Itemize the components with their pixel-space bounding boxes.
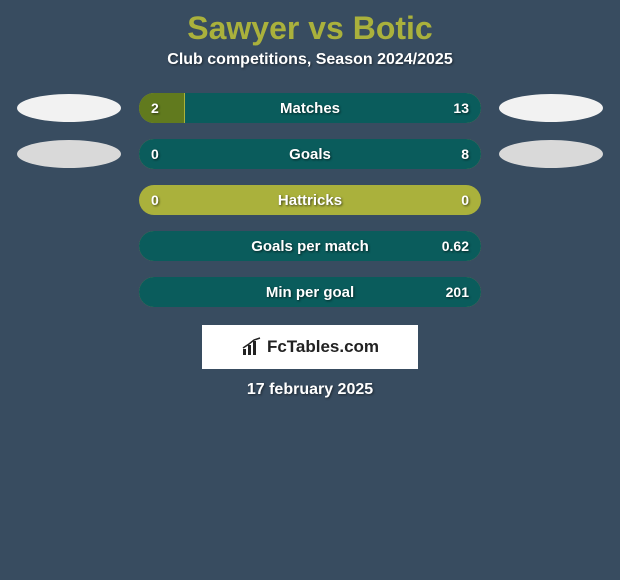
team-badge-right (499, 94, 603, 122)
stat-bar: 0.62Goals per match (139, 231, 481, 261)
rows-container: 213Matches 08Goals 0 0Hattricks 0.62Goals pe… (0, 93, 620, 307)
team-badge-right (499, 140, 603, 168)
stat-row: 201Min per goal (0, 277, 620, 307)
comparison-infographic: Sawyer vs Botic Club competitions, Seaso… (0, 0, 620, 580)
team-badge-left (17, 140, 121, 168)
stat-row: 0 0Hattricks (0, 185, 620, 215)
brand-logo: FcTables.com (202, 325, 418, 369)
footer-date: 17 february 2025 (0, 381, 620, 399)
bar-fill-left (139, 93, 184, 123)
stat-row: 08Goals (0, 139, 620, 169)
stat-row: 213Matches (0, 93, 620, 123)
stat-row: 0.62Goals per match (0, 231, 620, 261)
bar-fill-right (139, 139, 481, 169)
stat-bar: 08Goals (139, 139, 481, 169)
bar-fill-right (185, 93, 482, 123)
subtitle: Club competitions, Season 2024/2025 (0, 51, 620, 93)
stat-value-right: 0 (461, 185, 469, 215)
stat-label: Hattricks (139, 185, 481, 215)
stat-bar: 213Matches (139, 93, 481, 123)
chart-icon (241, 337, 263, 357)
title-right: Botic (353, 10, 433, 46)
brand-text: FcTables.com (267, 337, 379, 357)
stat-bar: 201Min per goal (139, 277, 481, 307)
stat-bar: 0 0Hattricks (139, 185, 481, 215)
bar-fill-right (139, 277, 481, 307)
team-badge-left (17, 94, 121, 122)
title-sep: vs (299, 10, 352, 46)
title-left: Sawyer (187, 10, 299, 46)
stat-value-left: 0 (151, 185, 159, 215)
page-title: Sawyer vs Botic (0, 0, 620, 51)
bar-fill-right (139, 231, 481, 261)
